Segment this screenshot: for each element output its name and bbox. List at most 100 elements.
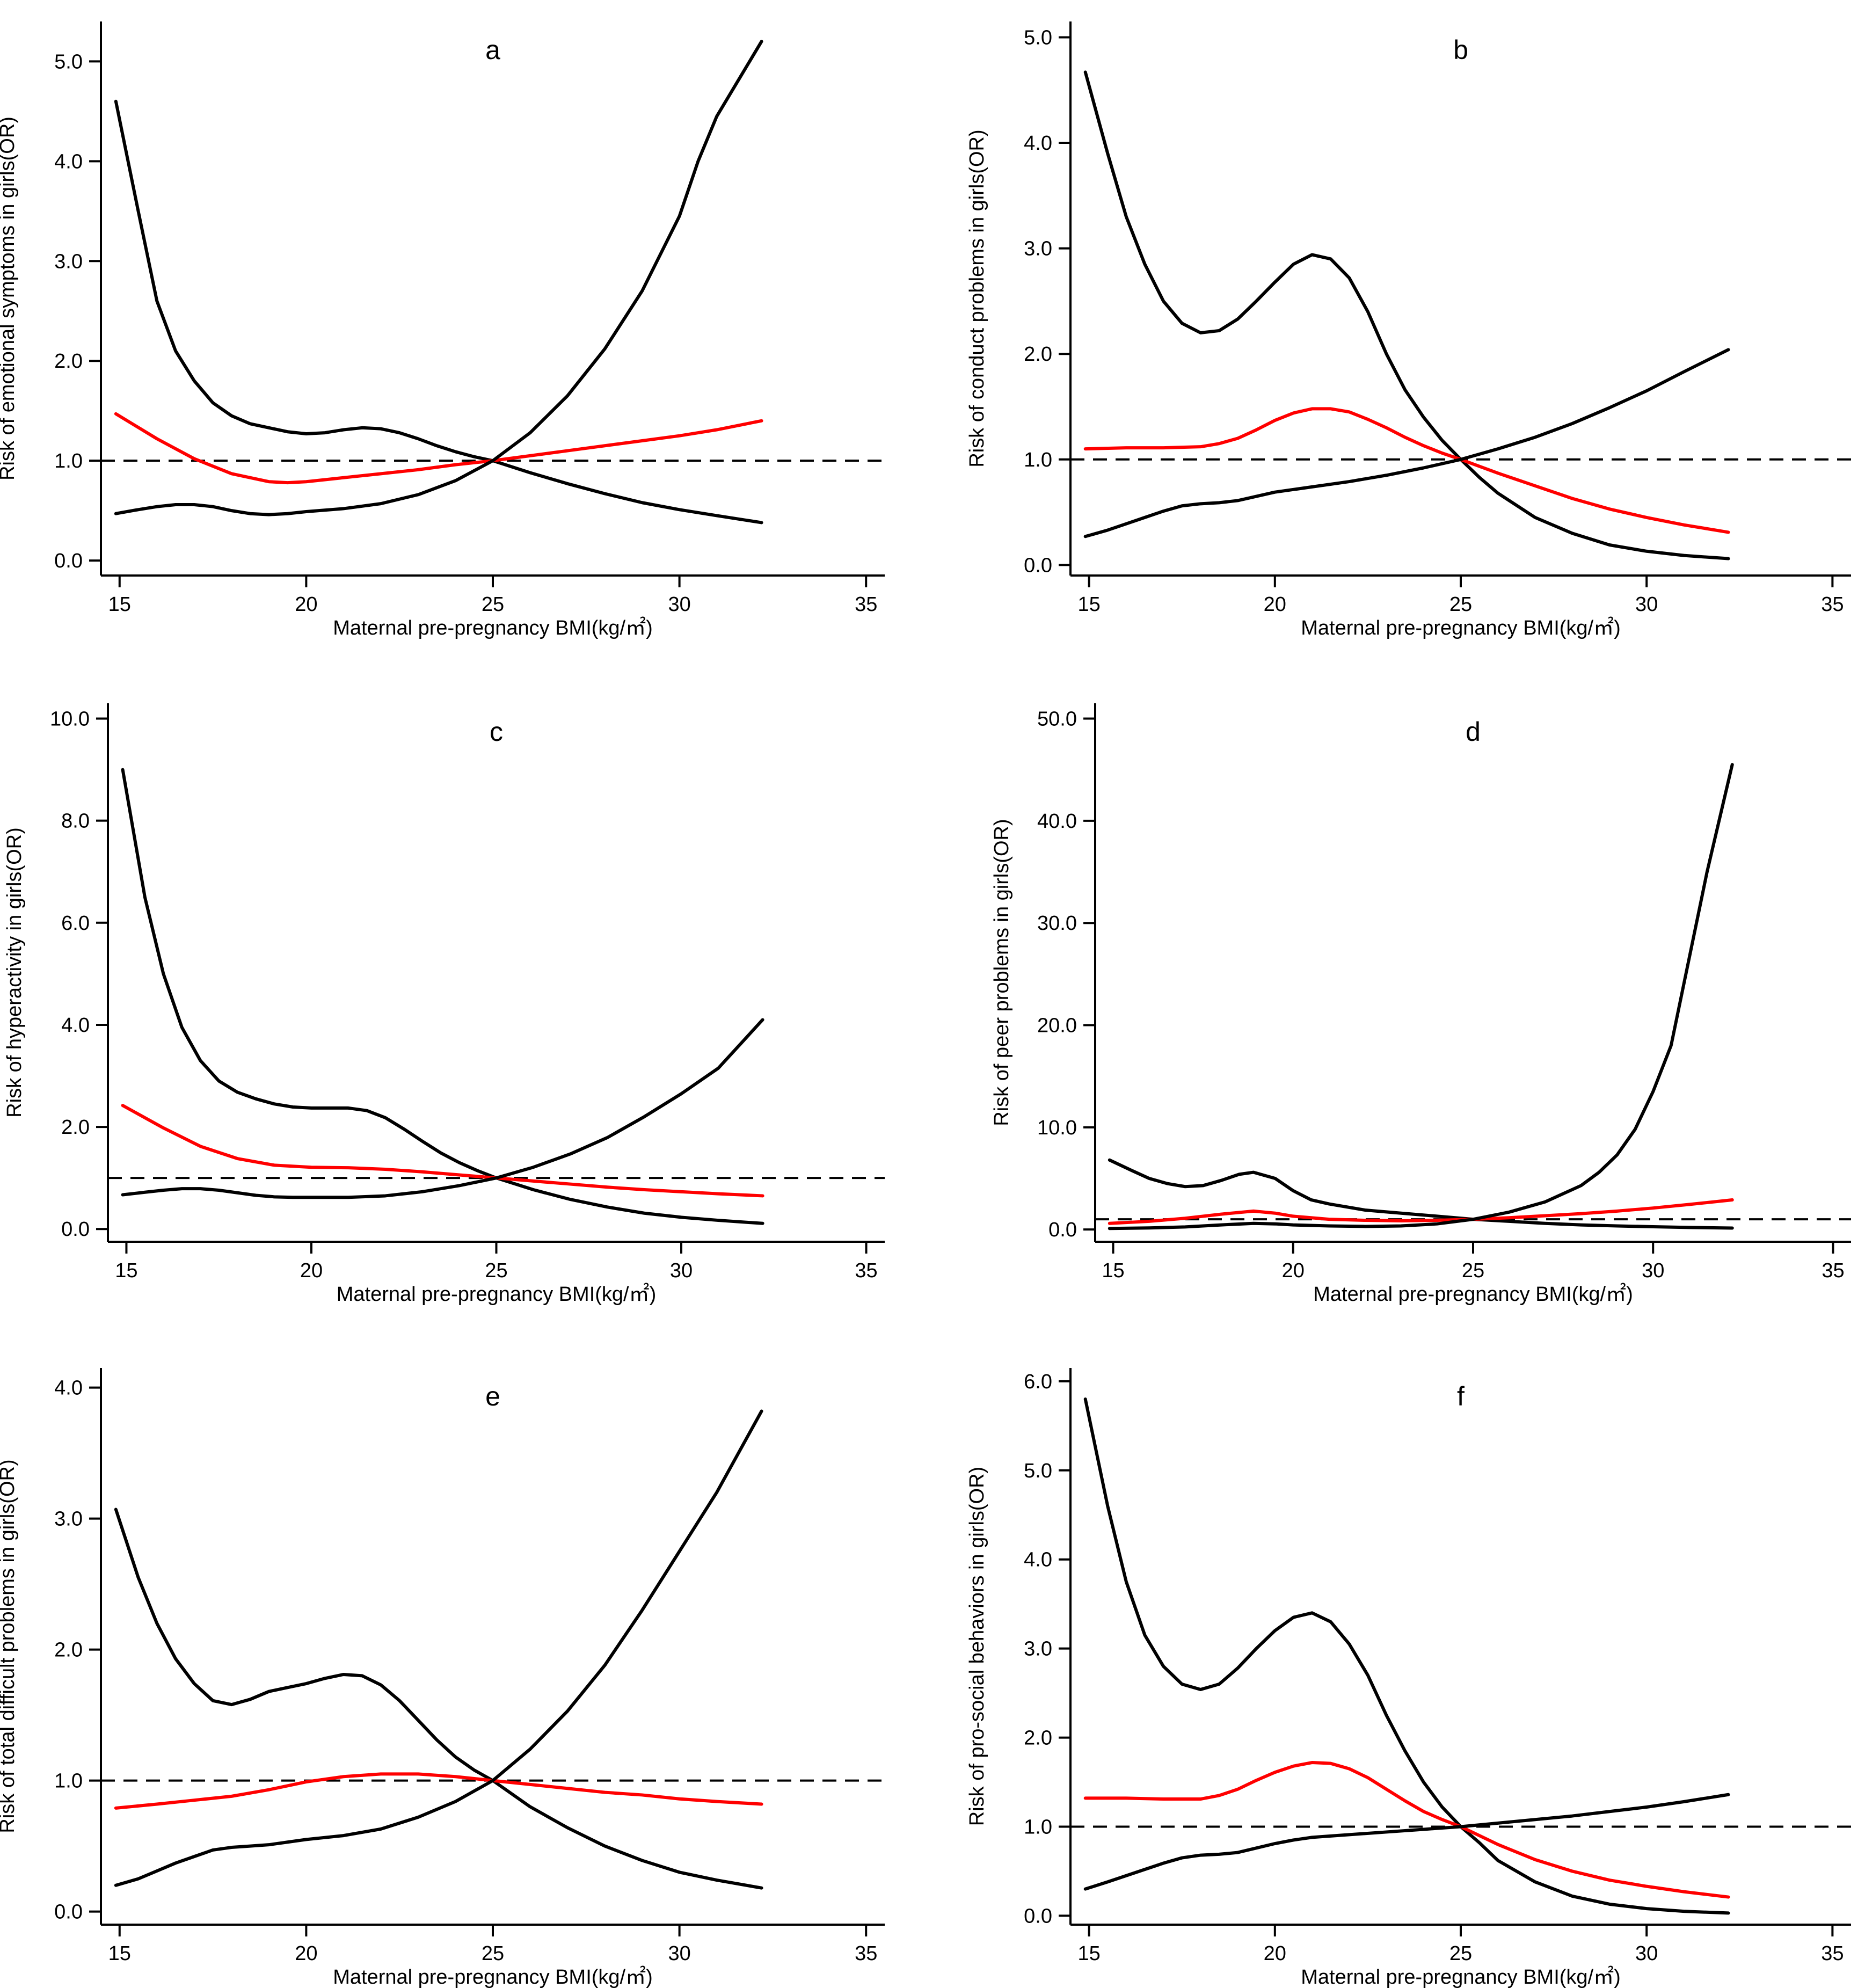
- chart-c-upper-95-ci-curve: [121, 768, 764, 1225]
- chart-e-x-axis-title: Maternal pre-pregnancy BMI(kg/㎡): [333, 1966, 653, 1988]
- chart-b-upper-95-ci-curve: [1083, 70, 1730, 560]
- chart-e-panel-letter: e: [485, 1381, 500, 1411]
- chart-c-odds-ratio-curve: [121, 1104, 764, 1198]
- chart-a-y-tick-label: 3.0: [54, 250, 83, 273]
- chart-b-x-tick-label: 15: [1077, 593, 1100, 616]
- chart-c-x-tick-label: 30: [670, 1259, 693, 1282]
- chart-c-y-tick-label: 4.0: [61, 1014, 90, 1037]
- chart-f-y-tick-label: 4.0: [1024, 1549, 1052, 1571]
- chart-f-panel-letter: f: [1457, 1381, 1465, 1411]
- chart-c-y-tick-label: 8.0: [61, 810, 90, 833]
- chart-e-y-tick-label: 3.0: [54, 1508, 83, 1531]
- chart-b-x-tick-label: 25: [1449, 593, 1472, 616]
- chart-panel-f: 15 20 25 30 35 0.0 1.0 2.0 3.0 4.0 5.0 6.0 Maternal …: [966, 1368, 1851, 1988]
- chart-f-y-tick-label: 3.0: [1024, 1638, 1052, 1661]
- chart-e-lower-95-ci-curve: [114, 1409, 763, 1887]
- chart-panel-e: 15 20 25 30 35 0.0 1.0 2.0 3.0 4.0 Maternal pre-pr…: [0, 1368, 885, 1988]
- chart-f-lower-95-ci-curve: [1083, 1793, 1730, 1891]
- chart-panel-d: 15 20 25 30 35 0.0 10.0 20.0 30.0 40.0 50.0 Materna…: [990, 703, 1851, 1306]
- chart-a-x-tick-label: 35: [855, 593, 877, 616]
- chart-d-y-tick-label: 10.0: [1037, 1117, 1077, 1139]
- chart-f-x-tick-label: 20: [1264, 1942, 1286, 1965]
- chart-d-x-tick-label: 35: [1822, 1259, 1844, 1282]
- chart-c-panel-letter: c: [490, 717, 503, 747]
- chart-a-y-tick-label: 0.0: [54, 550, 83, 572]
- chart-c-y-tick-label: 2.0: [61, 1116, 90, 1139]
- chart-f-odds-ratio-curve: [1083, 1761, 1730, 1899]
- chart-a-y-tick-label: 2.0: [54, 350, 83, 373]
- chart-e-x-tick-label: 35: [855, 1942, 877, 1965]
- chart-b-y-tick-label: 5.0: [1024, 26, 1052, 49]
- chart-b-lower-95-ci-curve: [1083, 348, 1730, 538]
- chart-d-y-tick-label: 20.0: [1037, 1015, 1077, 1037]
- chart-e-x-tick-label: 25: [482, 1942, 504, 1965]
- chart-c-x-tick-label: 15: [115, 1259, 137, 1282]
- chart-a-y-axis-title: Risk of emotional symptoms in girls(OR): [0, 116, 19, 480]
- chart-b-y-tick-label: 4.0: [1024, 132, 1052, 155]
- chart-a-x-tick-label: 20: [295, 593, 317, 616]
- chart-c-y-tick-label: 0.0: [61, 1218, 90, 1241]
- chart-c-x-tick-label: 25: [485, 1259, 507, 1282]
- chart-f-x-axis-title: Maternal pre-pregnancy BMI(kg/㎡): [1301, 1966, 1621, 1988]
- chart-e-odds-ratio-curve: [114, 1772, 763, 1810]
- chart-c-x-tick-label: 35: [855, 1259, 877, 1282]
- chart-a-x-tick-label: 15: [108, 593, 131, 616]
- chart-e-upper-95-ci-curve: [114, 1508, 763, 1890]
- chart-f-y-tick-label: 6.0: [1024, 1371, 1052, 1393]
- chart-panel-b: 15 20 25 30 35 0.0 1.0 2.0 3.0 4.0 5.0 Maternal pre…: [966, 21, 1851, 639]
- chart-a-upper-95-ci-curve: [114, 99, 763, 525]
- chart-b-y-tick-label: 0.0: [1024, 554, 1052, 577]
- chart-d-x-axis-title: Maternal pre-pregnancy BMI(kg/㎡): [1313, 1283, 1633, 1306]
- chart-c-lower-95-ci-curve: [121, 1018, 764, 1199]
- chart-c-x-tick-label: 20: [300, 1259, 323, 1282]
- chart-d-upper-95-ci-curve: [1108, 1158, 1734, 1230]
- chart-b-panel-letter: b: [1453, 35, 1468, 65]
- chart-f-x-tick-label: 25: [1449, 1942, 1472, 1965]
- chart-d-y-tick-label: 30.0: [1037, 912, 1077, 935]
- chart-f-y-tick-label: 2.0: [1024, 1727, 1052, 1750]
- chart-d-y-tick-label: 50.0: [1037, 708, 1077, 731]
- chart-a-y-tick-label: 4.0: [54, 150, 83, 173]
- chart-d-x-tick-label: 15: [1102, 1259, 1124, 1282]
- chart-e-y-tick-label: 4.0: [54, 1377, 83, 1400]
- chart-e-x-tick-label: 30: [668, 1942, 690, 1965]
- chart-c-y-tick-label: 6.0: [61, 912, 90, 935]
- chart-b-y-tick-label: 1.0: [1024, 449, 1052, 471]
- chart-f-y-tick-label: 5.0: [1024, 1460, 1052, 1482]
- chart-e-x-tick-label: 20: [295, 1942, 317, 1965]
- chart-d-odds-ratio-curve: [1108, 1198, 1734, 1225]
- chart-c-y-axis-title: Risk of hyperactivity in girls(OR): [3, 827, 26, 1118]
- chart-a-panel-letter: a: [485, 35, 500, 65]
- chart-e-y-tick-label: 2.0: [54, 1639, 83, 1662]
- chart-a-y-tick-label: 1.0: [54, 450, 83, 472]
- chart-b-y-axis-title: Risk of conduct problems in girls(OR): [966, 129, 988, 467]
- chart-d-y-tick-label: 40.0: [1037, 810, 1077, 833]
- chart-a-lower-95-ci-curve: [114, 40, 763, 516]
- chart-e-y-tick-label: 1.0: [54, 1770, 83, 1793]
- chart-f-y-axis-title: Risk of pro-social behaviors in girls(OR…: [966, 1467, 988, 1826]
- chart-d-y-tick-label: 0.0: [1048, 1219, 1077, 1241]
- chart-b-x-tick-label: 35: [1821, 593, 1844, 616]
- chart-d-lower-95-ci-curve: [1108, 763, 1734, 1230]
- chart-b-y-tick-label: 3.0: [1024, 238, 1052, 260]
- chart-c-y-tick-label: 10.0: [50, 708, 90, 731]
- chart-f-x-tick-label: 15: [1077, 1942, 1100, 1965]
- chart-panel-c: 15 20 25 30 35 0.0 2.0 4.0 6.0 8.0 10.0 Maternal pr…: [3, 703, 885, 1306]
- chart-f-x-tick-label: 30: [1635, 1942, 1658, 1965]
- chart-d-x-tick-label: 30: [1642, 1259, 1664, 1282]
- chart-b-x-tick-label: 30: [1635, 593, 1658, 616]
- chart-a-odds-ratio-curve: [114, 412, 763, 485]
- chart-b-x-tick-label: 20: [1264, 593, 1286, 616]
- chart-panel-a: 15 20 25 30 35 0.0 1.0 2.0 3.0 4.0 5.0 Maternal pre…: [0, 21, 885, 639]
- panels: 15 20 25 30 35 0.0 1.0 2.0 3.0 4.0 5.0 Maternal pre…: [0, 21, 1851, 1988]
- chart-f-y-tick-label: 0.0: [1024, 1905, 1052, 1927]
- chart-d-x-tick-label: 25: [1462, 1259, 1484, 1282]
- chart-b-odds-ratio-curve: [1083, 407, 1730, 534]
- chart-d-y-axis-title: Risk of peer problems in girls(OR): [990, 819, 1013, 1126]
- chart-d-x-tick-label: 20: [1282, 1259, 1305, 1282]
- chart-a-x-tick-label: 30: [668, 593, 690, 616]
- chart-e-x-tick-label: 15: [108, 1942, 131, 1965]
- chart-b-x-axis-title: Maternal pre-pregnancy BMI(kg/㎡): [1301, 617, 1621, 639]
